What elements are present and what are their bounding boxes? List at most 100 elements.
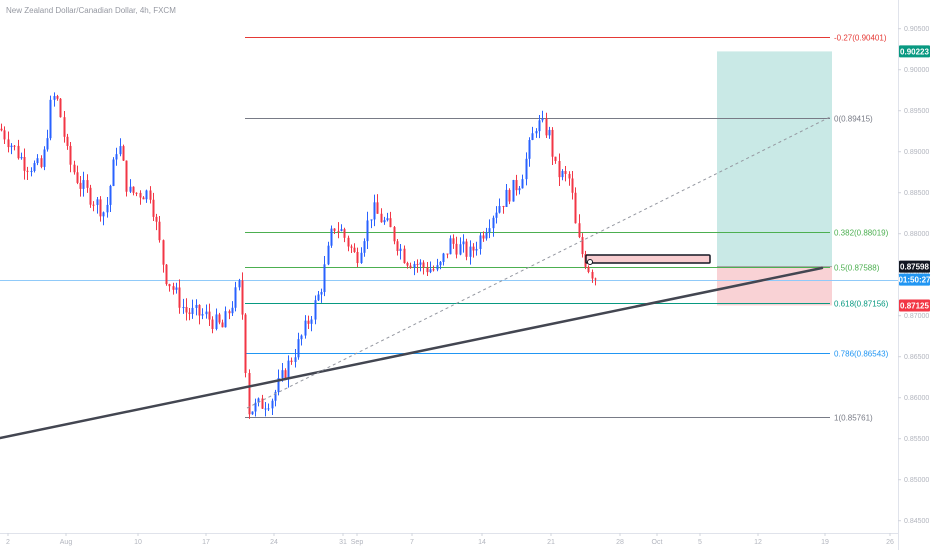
x-tick-label: 28 [616, 539, 624, 546]
fib-trend-dashed-line[interactable] [246, 116, 831, 409]
candle-body [564, 171, 567, 174]
candle-body [521, 179, 524, 189]
fib-level-label: 1(0.85761) [834, 414, 873, 423]
candle-body [17, 145, 20, 159]
candle-body [89, 187, 92, 205]
candle-body [337, 230, 340, 232]
candle-body [343, 229, 346, 238]
candle-body [76, 172, 79, 183]
x-tick-label: 21 [547, 539, 555, 546]
candle-body [558, 161, 561, 178]
y-tick-label: 0.86500 [904, 354, 929, 361]
candle-body [69, 145, 72, 165]
candle-body [63, 117, 66, 137]
y-tick-label: 0.90000 [904, 67, 929, 74]
candle-body [449, 238, 452, 255]
y-tick-label: 0.90500 [904, 26, 929, 33]
y-tick-label: 0.85500 [904, 436, 929, 443]
candle-body [261, 398, 264, 409]
candle-body [238, 280, 241, 288]
candle-body [125, 160, 128, 192]
highlight-rectangle[interactable] [585, 254, 711, 264]
candle-body [162, 240, 165, 265]
entry-marker[interactable] [587, 259, 593, 265]
position-zones [717, 51, 832, 306]
candle-body [13, 145, 16, 147]
price-tag [899, 45, 930, 58]
candle-body [274, 391, 277, 401]
candle-body [479, 235, 482, 249]
candle-body [119, 146, 122, 155]
candle-body [488, 228, 491, 233]
candle-body [215, 314, 218, 329]
candle-body [508, 189, 511, 202]
candle-body [152, 199, 155, 217]
candle-body [330, 228, 333, 246]
candle-body [350, 246, 353, 248]
y-tick-label: 0.87000 [904, 313, 929, 320]
candle-body [485, 232, 488, 239]
fib-level-label: 0.786(0.86543) [834, 350, 889, 359]
candle-body [426, 267, 429, 273]
candle-body [436, 265, 439, 270]
candle-body [122, 146, 125, 161]
candle-body [452, 238, 455, 244]
price-tag-label: 0.90223 [900, 47, 929, 56]
candle-body [512, 180, 515, 202]
candle-body [578, 223, 581, 238]
candle-body [399, 248, 402, 251]
candle-body [409, 265, 412, 268]
x-tick-label: 5 [698, 539, 702, 546]
candle-body [551, 129, 554, 157]
candle-body [43, 149, 46, 167]
x-tick-label: Oct [652, 539, 663, 546]
candle-body [3, 130, 6, 140]
candle-body [406, 263, 409, 266]
trend-line[interactable] [0, 266, 824, 440]
candle-body [386, 218, 389, 221]
price-tag [899, 273, 930, 286]
candle-body [178, 287, 181, 308]
x-tick-label: 7 [410, 539, 414, 546]
candle-body [492, 217, 495, 229]
candle-body [314, 300, 317, 320]
fib-retracement[interactable]: -0.27(0.90401) 0(0.89415) 0.382(0.88019) 0.… [0, 34, 898, 423]
x-tick-label: 26 [886, 539, 894, 546]
candle-body [234, 287, 237, 308]
fib-level-label: 0.5(0.87588) [834, 264, 880, 273]
candle-body [541, 118, 544, 121]
candle-body [112, 159, 115, 186]
candle-body [419, 262, 422, 265]
candle-body [304, 320, 307, 336]
candle-body [531, 133, 534, 141]
candle-body [535, 131, 538, 134]
candle-body [59, 98, 62, 118]
candle-body [455, 243, 458, 255]
candle-body [587, 266, 590, 272]
fib-level-label: -0.27(0.90401) [834, 34, 887, 43]
candle-body [518, 188, 521, 191]
candle-body [446, 253, 449, 255]
candle-body [182, 307, 185, 309]
candle-body [370, 219, 373, 221]
candle-body [142, 197, 145, 200]
candle-body [244, 314, 247, 374]
candle-body [271, 400, 274, 409]
candle-body [201, 314, 204, 316]
candle-body [333, 228, 336, 231]
candle-body [185, 307, 188, 313]
profit-zone[interactable] [717, 51, 832, 267]
candle-body [115, 154, 118, 160]
candle-body [155, 216, 158, 222]
candle-body [495, 212, 498, 218]
candle-body [403, 248, 406, 264]
candle-body [135, 192, 138, 194]
drawings-layer[interactable] [0, 116, 831, 440]
candle-body [439, 261, 442, 266]
candle-body [66, 136, 69, 146]
candle-body [172, 286, 175, 290]
candle-body [188, 312, 191, 314]
candle-body [591, 271, 594, 279]
candle-body [165, 264, 168, 285]
